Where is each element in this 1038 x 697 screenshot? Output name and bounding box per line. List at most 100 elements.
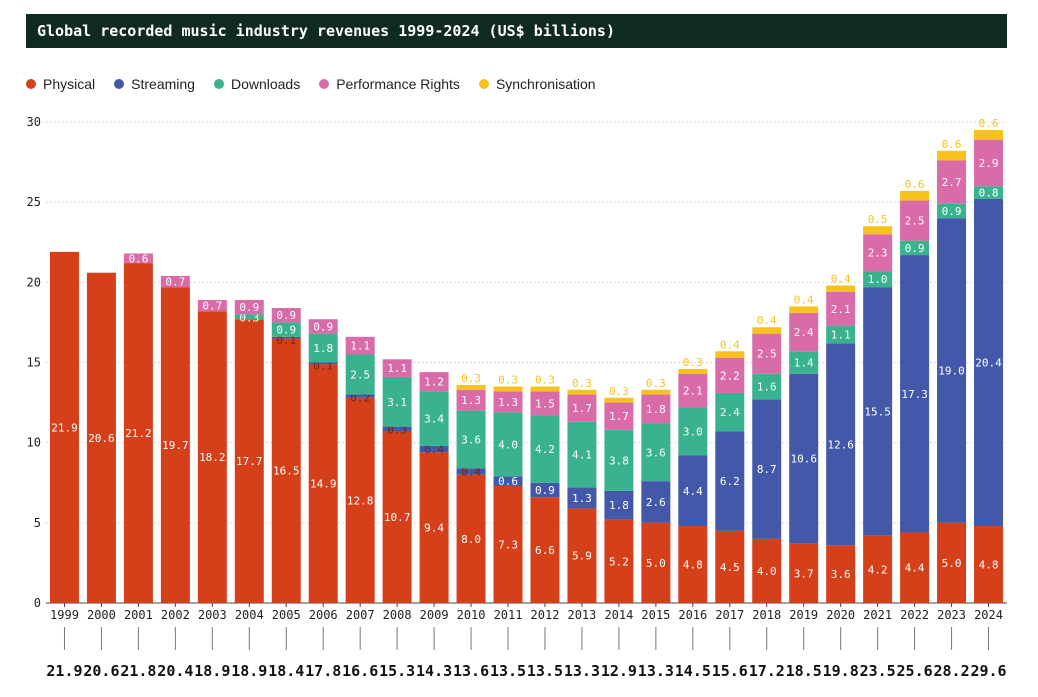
bar-synchronisation-2017	[715, 351, 745, 358]
bar-downloads-2004	[234, 314, 264, 320]
bar-downloads-2019	[789, 351, 819, 374]
data-label-streaming-2010: 0.4	[461, 465, 481, 478]
data-label-downloads-2020: 1.1	[831, 328, 851, 341]
legend-label-physical: Physical	[43, 76, 96, 92]
bar-streaming-2011	[493, 476, 523, 486]
bar-physical-2008	[382, 431, 412, 603]
bar-physical-2017	[715, 530, 745, 603]
data-label-performance_rights-2013: 1.7	[572, 402, 592, 415]
total-label-2020: 19.8	[823, 662, 859, 680]
data-label-performance_rights-2020: 2.1	[831, 303, 851, 316]
bar-synchronisation-2023	[937, 150, 967, 161]
bar-physical-1999	[49, 251, 79, 603]
data-label-physical-2022: 4.4	[905, 562, 925, 575]
bar-performance_rights-2016	[678, 373, 708, 408]
data-label-streaming-2015: 2.6	[646, 496, 666, 509]
legend-label-downloads: Downloads	[230, 76, 301, 92]
chart-title: Global recorded music industry revenues …	[37, 22, 615, 40]
data-label-downloads-2009: 3.4	[424, 413, 444, 426]
data-label-synchronisation-2021: 0.5	[868, 213, 888, 226]
bar-streaming-2017	[715, 431, 745, 531]
x-tick-label-2023: 2023	[937, 608, 966, 622]
bar-downloads-2013	[567, 421, 597, 488]
data-label-performance_rights-2015: 1.8	[646, 403, 666, 416]
legend-dot-performance-rights	[319, 79, 330, 89]
x-tick-label-2003: 2003	[198, 608, 227, 622]
total-label-2011: 13.5	[490, 662, 526, 680]
legend-label-streaming: Streaming	[131, 76, 195, 92]
bar-downloads-2017	[715, 392, 745, 432]
data-label-performance_rights-2010: 1.3	[461, 394, 481, 407]
total-label-2021: 23.5	[860, 662, 896, 680]
total-label-2014: 12.9	[601, 662, 637, 680]
bar-streaming-2008	[382, 426, 412, 432]
data-label-streaming-2024: 20.4	[975, 357, 1002, 370]
x-tick-label-2011: 2011	[494, 608, 523, 622]
data-label-performance_rights-2004: 0.9	[239, 301, 259, 314]
bar-physical-2006	[308, 364, 338, 603]
legend-label-performance-rights: Performance Rights	[336, 76, 460, 92]
total-label-2024: 29.6	[970, 662, 1006, 680]
data-label-downloads-2024: 0.8	[979, 187, 999, 200]
bar-streaming-2019	[789, 373, 819, 544]
data-label-streaming-2013: 1.3	[572, 492, 592, 505]
bar-downloads-2021	[863, 271, 893, 288]
bar-downloads-2018	[752, 373, 782, 400]
bar-performance_rights-2024	[974, 139, 1004, 187]
total-label-2005: 18.4	[268, 662, 304, 680]
bar-synchronisation-2015	[641, 389, 671, 395]
bar-streaming-2024	[974, 198, 1004, 527]
data-label-synchronisation-2017: 0.4	[720, 338, 740, 351]
y-tick-label-15: 15	[27, 356, 41, 370]
total-label-2015: 13.3	[638, 662, 674, 680]
data-label-physical-2012: 6.6	[535, 544, 555, 557]
data-label-downloads-2012: 4.2	[535, 443, 555, 456]
legend-dot-physical	[26, 79, 36, 89]
legend-dot-streaming	[114, 79, 125, 89]
total-label-2004: 18.9	[231, 662, 267, 680]
x-tick-label-2009: 2009	[420, 608, 449, 622]
bar-downloads-2008	[382, 376, 412, 427]
bar-streaming-2018	[752, 399, 782, 539]
bar-streaming-2005	[271, 336, 301, 339]
data-label-downloads-2019: 1.4	[794, 357, 814, 370]
total-label-1999: 21.9	[46, 662, 82, 680]
x-tick-label-2000: 2000	[87, 608, 116, 622]
total-label-2012: 13.5	[527, 662, 563, 680]
legend-item-performance-rights: Performance Rights	[319, 76, 460, 92]
data-label-downloads-2015: 3.6	[646, 446, 666, 459]
legend-item-synchronisation: Synchronisation	[478, 76, 596, 92]
data-label-synchronisation-2015: 0.3	[646, 377, 666, 390]
x-tick-label-2010: 2010	[457, 608, 486, 622]
data-label-downloads-2021: 1.0	[868, 273, 888, 286]
total-label-2023: 28.2	[933, 662, 969, 680]
data-label-downloads-2013: 4.1	[572, 449, 592, 462]
bar-streaming-2009	[419, 445, 449, 453]
bar-downloads-2015	[641, 423, 671, 482]
x-tick-label-2015: 2015	[641, 608, 670, 622]
bar-physical-2005	[271, 338, 301, 603]
bar-streaming-2022	[900, 255, 930, 533]
y-tick-label-10: 10	[27, 436, 41, 450]
bar-downloads-2020	[826, 325, 856, 344]
data-label-streaming-2019: 10.6	[790, 453, 817, 466]
data-label-synchronisation-2023: 0.6	[942, 138, 962, 151]
bar-streaming-2010	[456, 468, 486, 475]
data-label-streaming-2012: 0.9	[535, 484, 555, 497]
bar-performance_rights-2004	[234, 299, 264, 315]
data-label-downloads-2014: 3.8	[609, 454, 629, 467]
data-label-performance_rights-2023: 2.7	[942, 176, 962, 189]
total-label-2010: 13.6	[453, 662, 489, 680]
bar-performance_rights-2021	[863, 234, 893, 272]
x-tick-label-2004: 2004	[235, 608, 264, 622]
legend-dot-downloads	[213, 79, 224, 89]
data-label-performance_rights-2001: 0.6	[128, 252, 148, 265]
bar-performance_rights-2015	[641, 394, 671, 424]
bar-streaming-2023	[937, 218, 967, 523]
total-label-2016: 14.5	[675, 662, 711, 680]
x-tick-label-2020: 2020	[826, 608, 855, 622]
total-label-2019: 18.5	[786, 662, 822, 680]
x-tick-label-2016: 2016	[678, 608, 707, 622]
data-label-streaming-2021: 15.5	[864, 405, 891, 418]
data-label-downloads-2018: 1.6	[757, 381, 777, 394]
